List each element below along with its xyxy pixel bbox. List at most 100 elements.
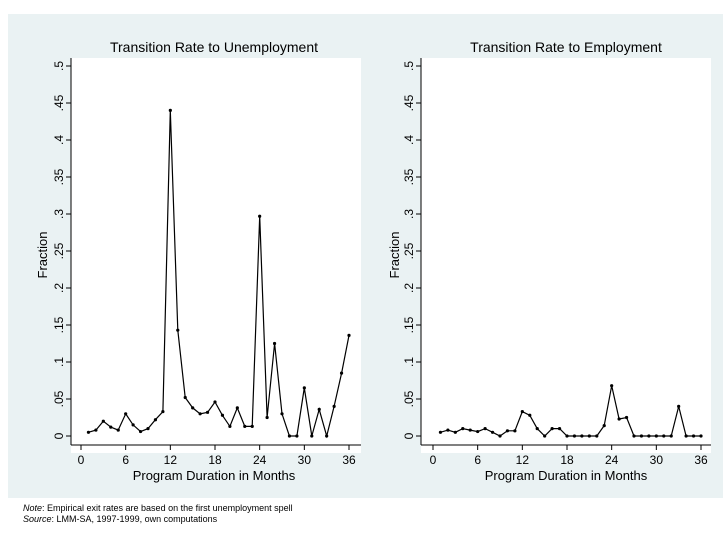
data-point — [550, 427, 554, 431]
data-point — [198, 412, 202, 416]
data-point — [94, 428, 98, 432]
y-tick-label: .5 — [402, 61, 416, 71]
data-point — [691, 434, 696, 438]
plot-area — [421, 58, 711, 453]
x-tick-label: 18 — [208, 453, 222, 467]
source-text: : LMM-SA, 1997-1999, own computations — [51, 514, 218, 524]
data-point — [535, 427, 539, 431]
data-point — [235, 406, 239, 410]
data-point — [602, 424, 606, 428]
data-point — [243, 424, 247, 428]
data-point — [183, 395, 187, 400]
y-tick-label: .3 — [52, 209, 66, 219]
data-point — [617, 417, 621, 421]
data-point — [528, 413, 532, 417]
x-tick-label: 24 — [605, 453, 619, 467]
data-point — [272, 341, 277, 346]
data-point — [213, 400, 217, 404]
data-point — [317, 407, 321, 411]
y-tick-label: .35 — [52, 168, 66, 185]
data-point — [146, 427, 150, 431]
data-point — [302, 386, 306, 390]
y-tick-label: .2 — [402, 283, 416, 293]
y-tick-label: .4 — [402, 135, 416, 145]
data-point — [101, 419, 105, 423]
data-point — [647, 434, 651, 438]
data-point — [438, 430, 443, 434]
plot-area — [71, 58, 361, 453]
x-tick-label: 36 — [694, 453, 708, 467]
data-point — [639, 434, 644, 438]
y-tick-label: .1 — [402, 357, 416, 367]
data-point — [684, 434, 688, 438]
x-axis-label: Program Duration in Months — [133, 468, 296, 483]
data-point — [176, 328, 180, 332]
x-axis-label: Program Duration in Months — [485, 468, 648, 483]
data-point — [483, 427, 487, 431]
data-point — [513, 429, 517, 433]
data-point — [347, 333, 351, 337]
data-point — [205, 410, 210, 414]
data-point — [572, 434, 577, 438]
data-point — [632, 434, 636, 438]
x-tick-label: 6 — [474, 453, 481, 467]
axes: 0 .05 .1 .15 .2 .25 .3 .35 .4 .45 .5 0 6 12 18 24 30 36 — [52, 58, 361, 467]
y-axis-label: Fraction — [35, 232, 50, 279]
x-tick-label: 24 — [253, 453, 267, 467]
panel-unemployment: Transition Rate to Unemployment Program … — [35, 39, 361, 483]
data-point — [332, 404, 336, 408]
data-point — [543, 434, 547, 438]
note-line: Note: Empirical exit rates are based on … — [23, 503, 293, 513]
data-point — [624, 415, 629, 420]
data-point — [446, 428, 450, 432]
y-tick-label: .1 — [52, 357, 66, 367]
data-point — [476, 429, 480, 434]
data-point — [116, 428, 120, 432]
data-point — [520, 409, 524, 414]
data-point — [228, 424, 232, 428]
y-tick-label: .25 — [402, 242, 416, 259]
y-tick-label: .4 — [52, 135, 66, 145]
y-tick-label: .05 — [52, 390, 66, 407]
data-point — [595, 434, 599, 438]
data-point — [468, 428, 472, 432]
chart-title: Transition Rate to Unemployment — [110, 39, 318, 55]
data-point — [662, 434, 666, 438]
y-tick-label: .15 — [52, 316, 66, 333]
data-point — [699, 434, 703, 438]
data-point — [161, 409, 165, 414]
x-tick-label: 30 — [650, 453, 664, 467]
data-point — [677, 404, 681, 408]
data-point — [490, 430, 495, 434]
x-tick-label: 18 — [560, 453, 574, 467]
data-point — [498, 434, 502, 438]
y-tick-label: .25 — [52, 242, 66, 259]
y-tick-label: .15 — [402, 316, 416, 333]
data-point — [138, 429, 143, 434]
x-tick-label: 12 — [164, 453, 178, 467]
data-point — [557, 427, 562, 431]
data-point — [287, 434, 292, 438]
y-tick-label: .05 — [402, 390, 416, 407]
x-tick-label: 30 — [298, 453, 312, 467]
data-point — [453, 430, 457, 434]
data-point — [310, 434, 314, 438]
y-tick-label: .5 — [52, 61, 66, 71]
data-point — [168, 108, 172, 112]
data-point — [191, 406, 195, 410]
data-point — [295, 434, 299, 438]
data-point — [124, 412, 128, 416]
note-label: Note — [23, 503, 43, 513]
x-tick-label: 12 — [516, 453, 530, 467]
data-point — [265, 415, 269, 420]
data-point — [587, 434, 591, 438]
data-point — [153, 418, 158, 422]
data-point — [505, 429, 510, 433]
data-point — [131, 423, 135, 427]
panel-employment: Transition Rate to Employment Program Du… — [387, 39, 711, 483]
data-point — [461, 427, 465, 431]
y-tick-label: 0 — [52, 432, 66, 439]
x-tick-label: 0 — [78, 453, 85, 467]
